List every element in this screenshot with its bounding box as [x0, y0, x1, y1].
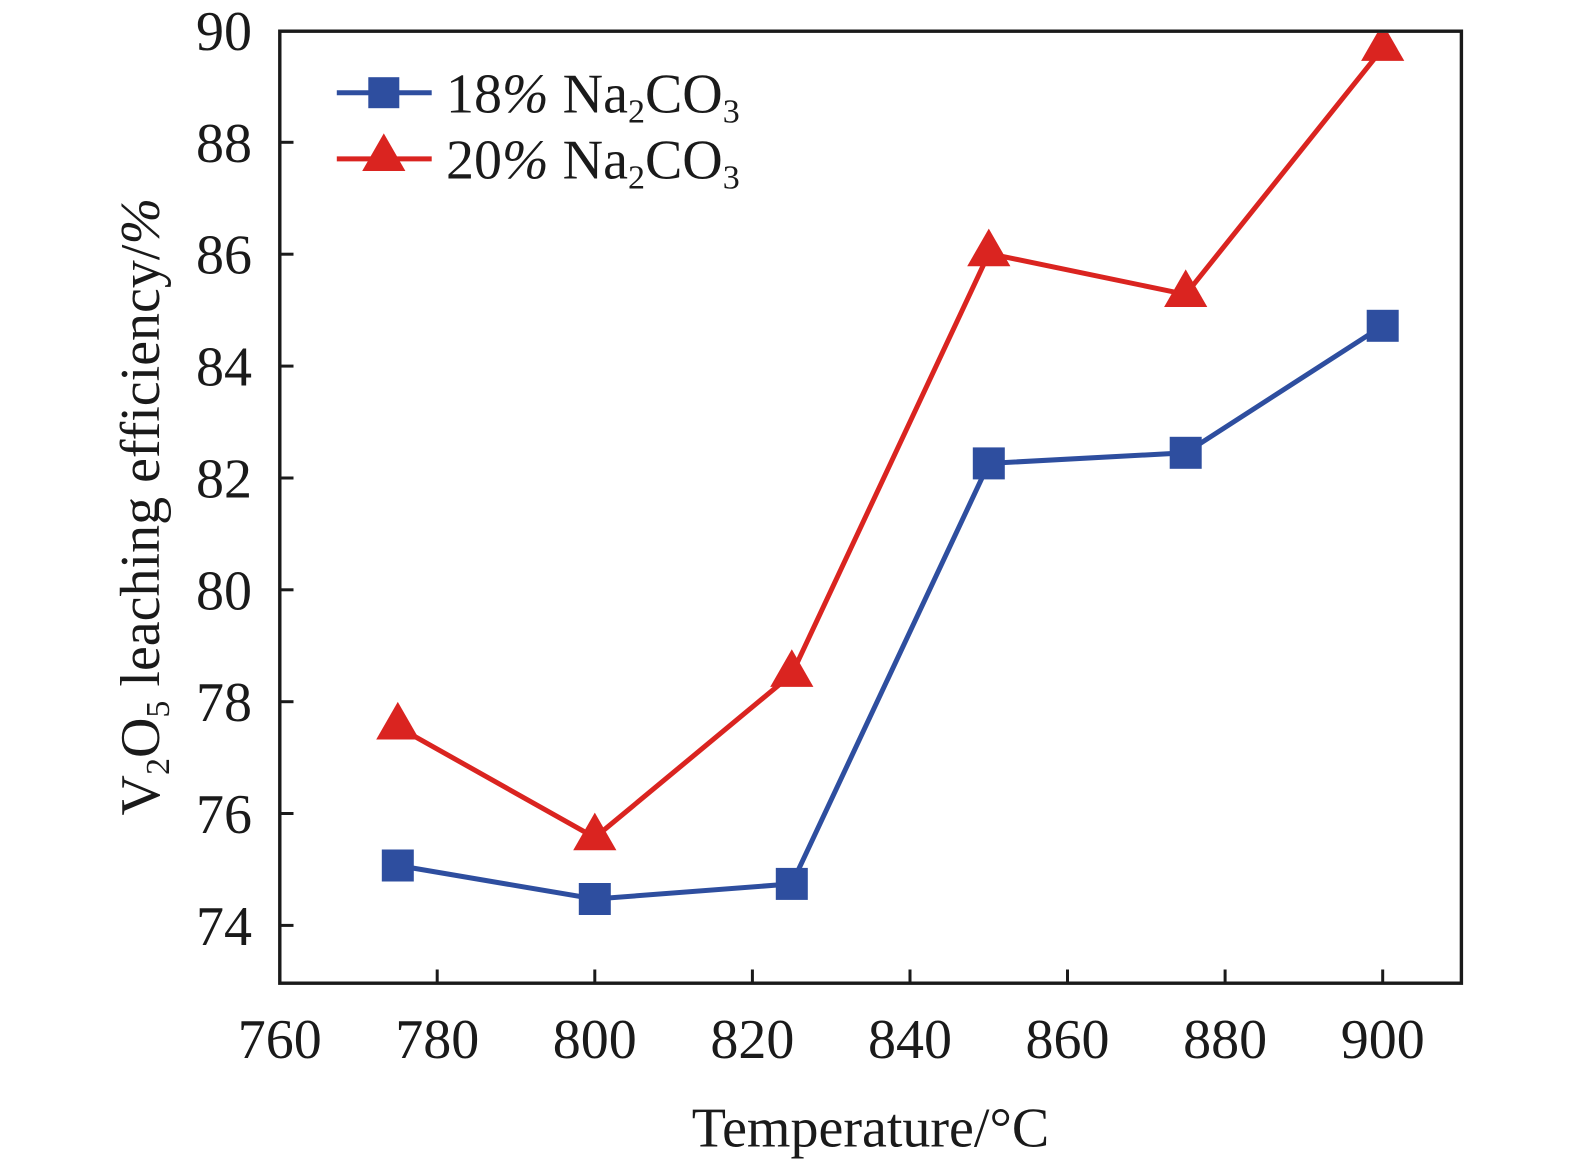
svg-text:76: 76 [196, 784, 252, 846]
svg-text:860: 860 [1026, 1009, 1110, 1071]
svg-text:880: 880 [1183, 1009, 1267, 1071]
svg-text:18% Na2CO3: 18% Na2CO3 [446, 64, 740, 131]
svg-text:82: 82 [196, 449, 252, 511]
svg-text:Temperature/°C: Temperature/°C [692, 1097, 1049, 1159]
svg-text:74: 74 [196, 896, 252, 958]
svg-text:820: 820 [710, 1009, 794, 1071]
svg-text:840: 840 [868, 1009, 952, 1071]
svg-text:80: 80 [196, 560, 252, 622]
svg-text:84: 84 [196, 337, 252, 399]
svg-text:90: 90 [196, 1, 252, 63]
svg-text:V2O5 leaching efficiency/%: V2O5 leaching efficiency/% [110, 198, 177, 816]
svg-text:88: 88 [196, 113, 252, 175]
svg-text:900: 900 [1341, 1009, 1425, 1071]
svg-text:800: 800 [553, 1009, 637, 1071]
svg-text:86: 86 [196, 225, 252, 287]
svg-text:78: 78 [196, 672, 252, 734]
svg-text:780: 780 [395, 1009, 479, 1071]
svg-text:20% Na2CO3: 20% Na2CO3 [446, 130, 740, 197]
svg-text:760: 760 [238, 1009, 322, 1071]
